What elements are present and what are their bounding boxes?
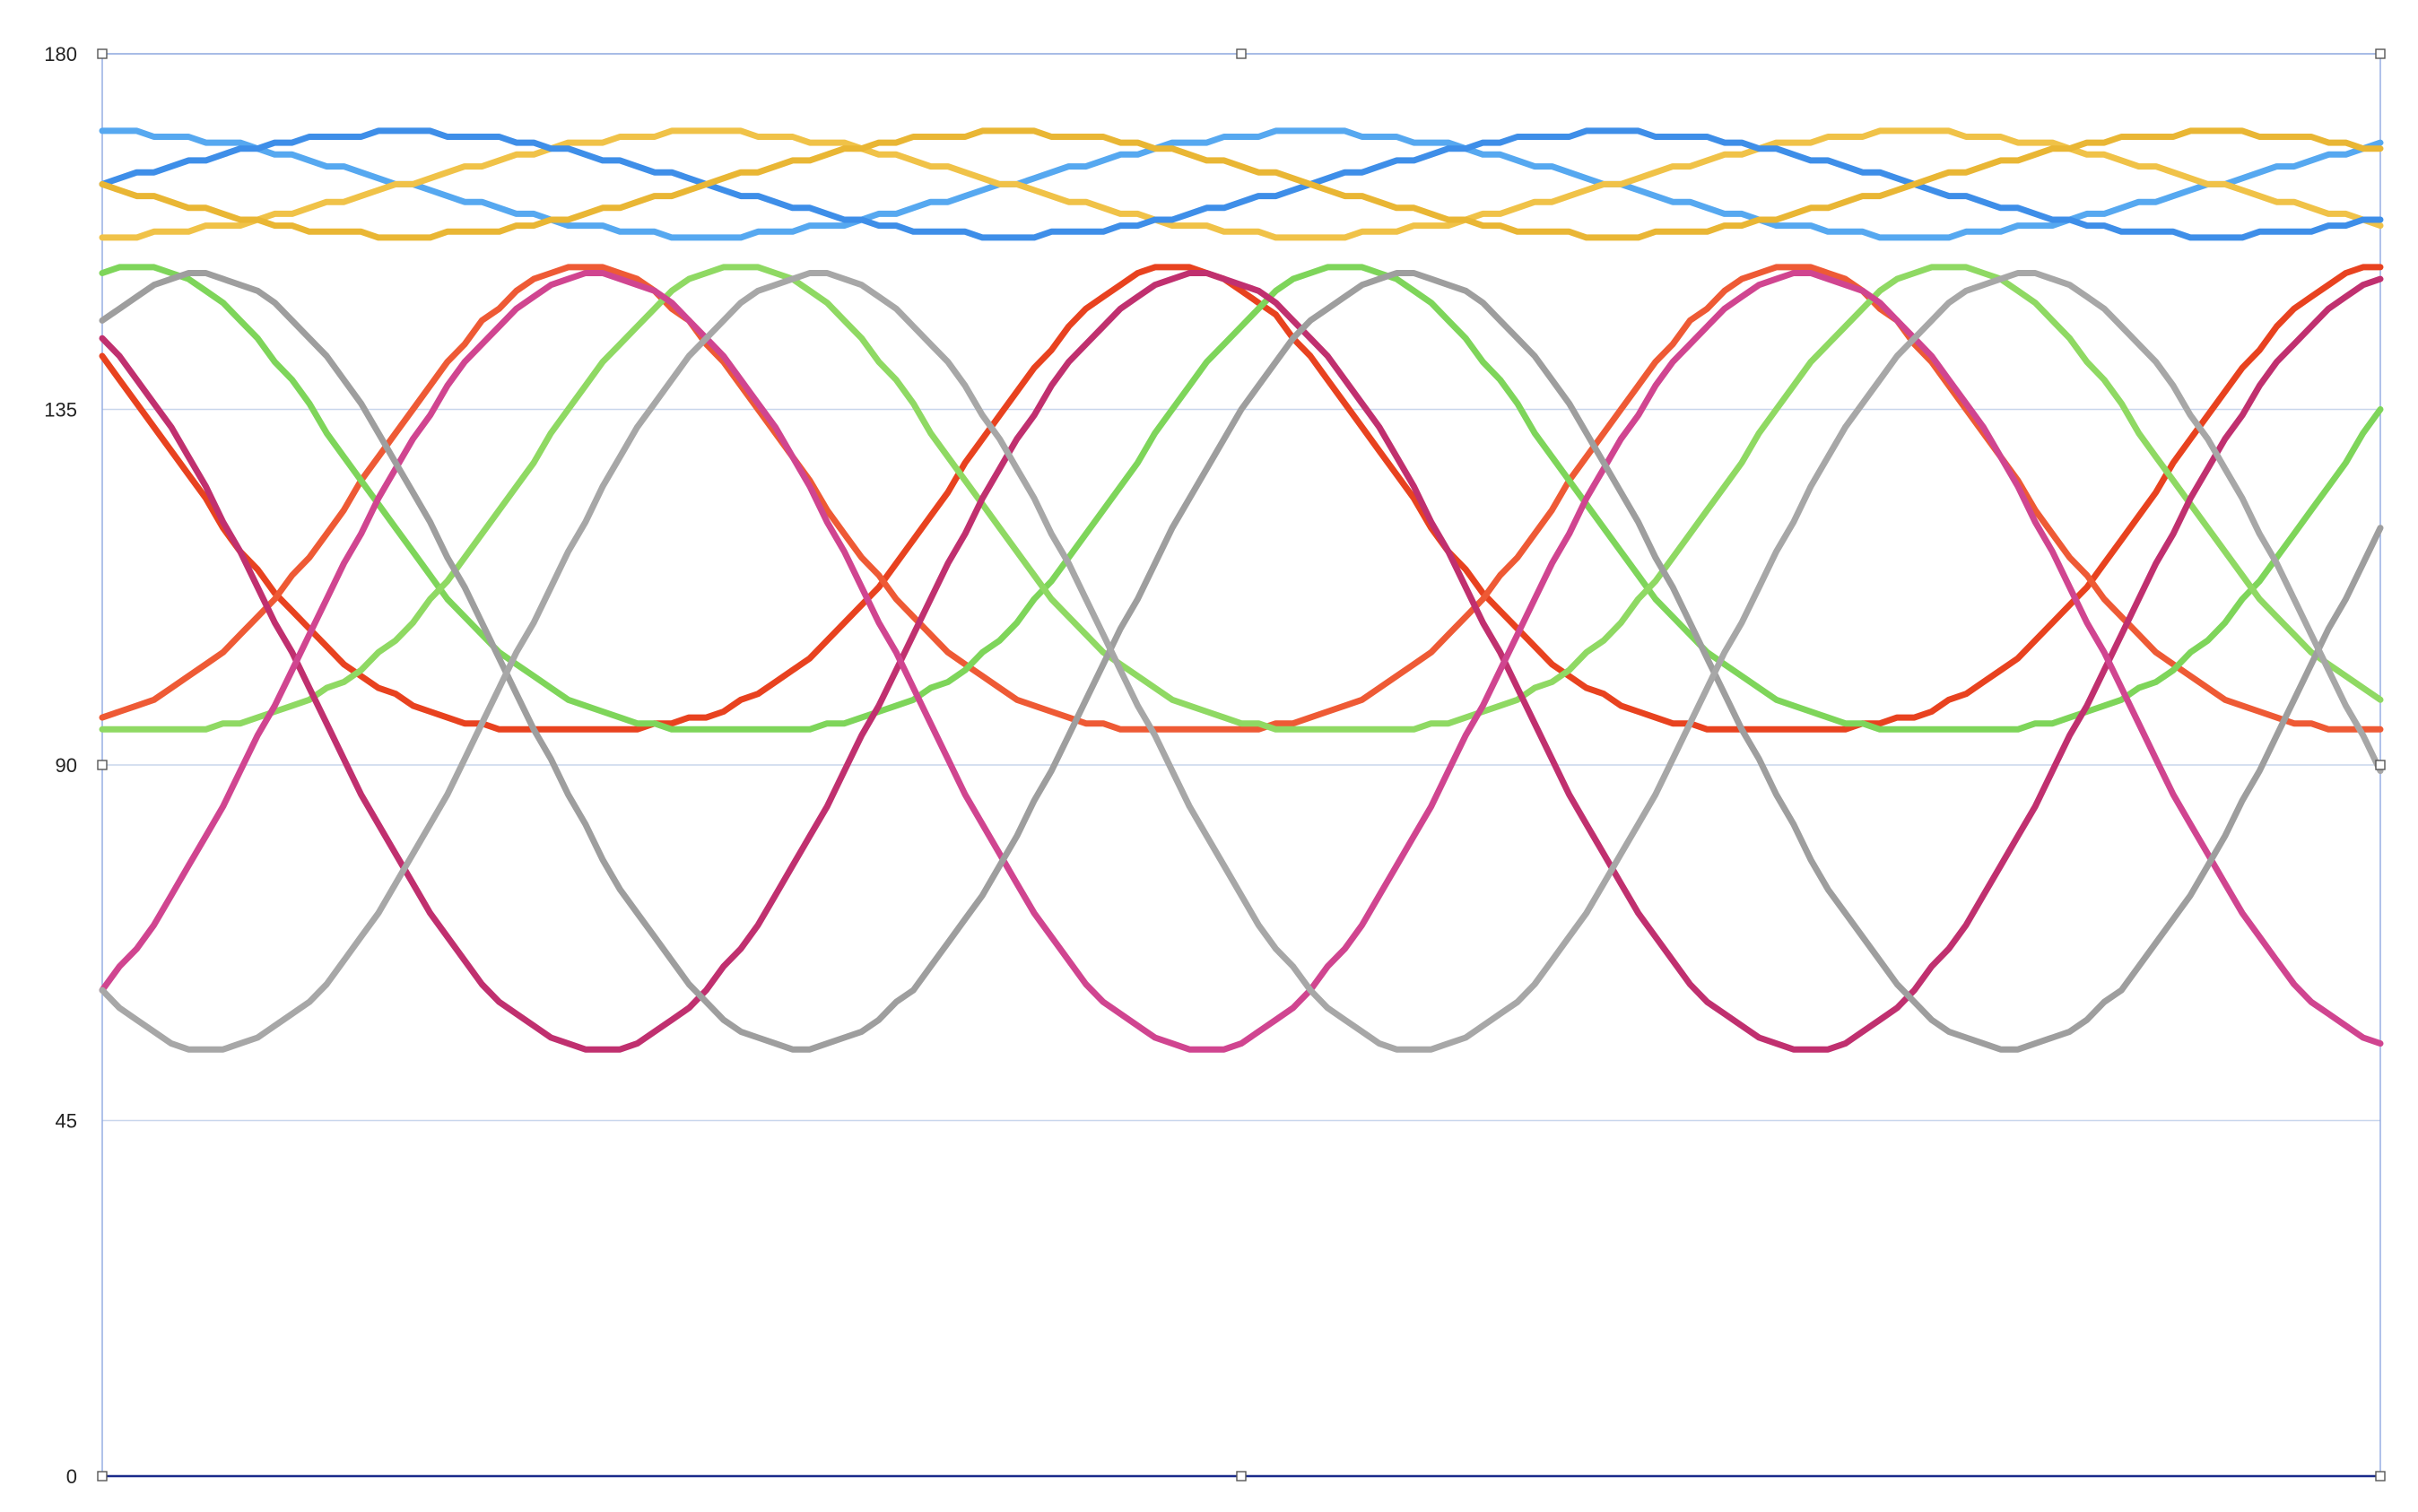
series-line-10 <box>99 270 2384 1053</box>
series-line-4 <box>99 127 2384 241</box>
resize-handle-1-0[interactable] <box>1236 48 1247 59</box>
series-line-5 <box>99 264 2384 733</box>
resize-handle-2-1[interactable] <box>2375 760 2386 770</box>
resize-handle-1-2[interactable] <box>1236 1471 1247 1482</box>
resize-handle-2-2[interactable] <box>2375 1471 2386 1482</box>
series-line-3 <box>99 127 2384 241</box>
y-tick-label-0: 0 <box>66 1465 77 1488</box>
series-line-6 <box>99 264 2384 733</box>
series-line-8 <box>99 264 2384 733</box>
resize-handle-0-0[interactable] <box>97 48 108 59</box>
selection-handles[interactable] <box>97 48 2386 1482</box>
series-group <box>99 127 2384 1053</box>
y-tick-label-135: 135 <box>44 399 77 421</box>
y-tick-labels: 0 45 90 135 180 <box>44 43 77 1488</box>
series-line-1 <box>99 127 2384 241</box>
series-line-12 <box>99 270 2384 1053</box>
resize-handle-2-0[interactable] <box>2375 48 2386 59</box>
series-line-7 <box>99 264 2384 733</box>
resize-handle-0-2[interactable] <box>97 1471 108 1482</box>
y-tick-label-90: 90 <box>56 754 77 777</box>
resize-handle-0-1[interactable] <box>97 760 108 770</box>
series-line-9 <box>99 270 2384 1053</box>
series-line-2 <box>99 127 2384 241</box>
y-tick-label-45: 45 <box>56 1110 77 1133</box>
y-tick-label-180: 180 <box>44 43 77 65</box>
series-line-11 <box>99 270 2384 1053</box>
